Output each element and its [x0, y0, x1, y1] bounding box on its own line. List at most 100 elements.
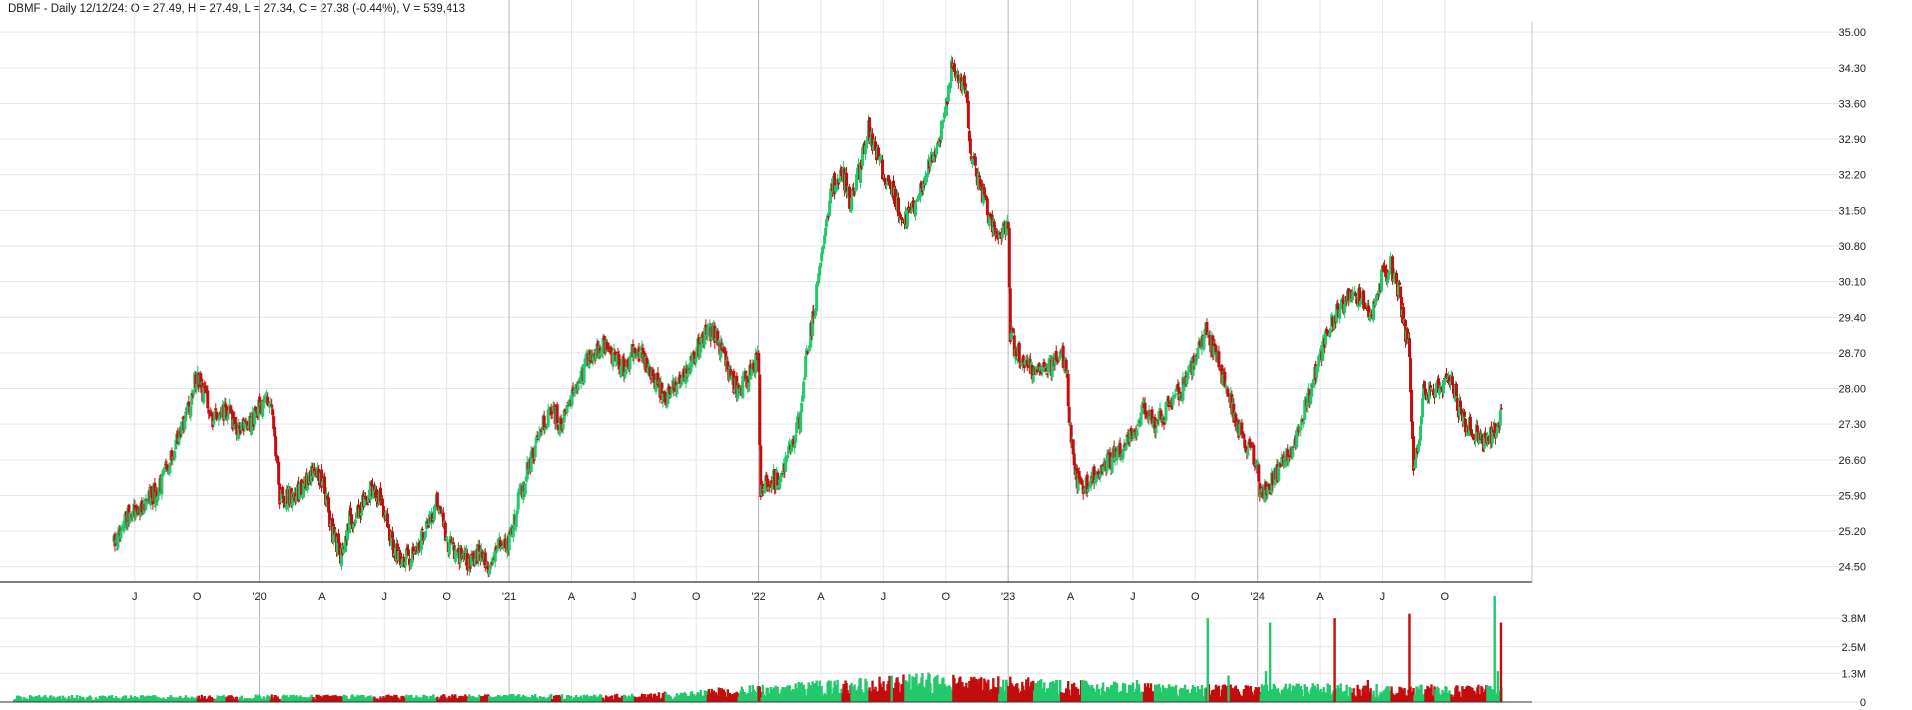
- candle-body: [529, 451, 533, 472]
- candle: [199, 371, 203, 393]
- candle: [1331, 315, 1335, 332]
- candle-body: [826, 214, 830, 222]
- candle-body: [1065, 370, 1069, 375]
- candle-body: [1081, 485, 1085, 494]
- candle-body: [422, 538, 426, 540]
- candle: [213, 410, 217, 423]
- candle: [443, 520, 447, 542]
- volume-bar: [115, 697, 119, 702]
- candle: [624, 368, 628, 377]
- candle: [611, 352, 615, 371]
- candle-body: [1391, 256, 1395, 282]
- candle-body: [946, 85, 950, 102]
- candle-body: [473, 558, 477, 566]
- candle: [1444, 367, 1448, 380]
- candle-body: [945, 100, 949, 105]
- candle-body: [426, 525, 430, 528]
- candle-body: [392, 553, 396, 557]
- candle-body: [859, 162, 863, 183]
- candle: [166, 464, 170, 475]
- candle-body: [1018, 365, 1022, 367]
- candle-body: [1347, 288, 1351, 301]
- candle-body: [865, 146, 869, 148]
- candle: [1499, 403, 1503, 410]
- candle-body: [281, 487, 285, 494]
- volume-bar: [231, 696, 234, 702]
- candle-body: [430, 514, 434, 523]
- candle-body: [1498, 410, 1502, 426]
- candle-body: [237, 422, 241, 439]
- candle-body: [915, 200, 919, 202]
- candle-body: [1392, 279, 1396, 281]
- candle-body: [403, 561, 407, 566]
- candle: [1085, 471, 1089, 498]
- candle: [1400, 293, 1404, 323]
- candle: [1374, 294, 1378, 308]
- candle-body: [1388, 270, 1392, 275]
- candle-body: [670, 388, 674, 394]
- candle: [812, 304, 816, 324]
- candle: [682, 365, 686, 380]
- candle-body: [407, 558, 411, 566]
- candle: [531, 447, 535, 464]
- candle: [363, 491, 367, 509]
- chart-title: DBMF - Daily 12/12/24: O = 27.49, H = 27…: [8, 3, 465, 15]
- candle-body: [1455, 398, 1459, 411]
- candle-body: [418, 549, 422, 551]
- volume-bar: [268, 697, 271, 702]
- candle-body: [661, 393, 665, 402]
- candle-body: [582, 363, 586, 383]
- candle-body: [612, 348, 616, 351]
- candle-body: [1370, 314, 1374, 317]
- candle: [973, 153, 977, 170]
- candle-body: [1163, 419, 1167, 422]
- candle: [215, 410, 219, 422]
- candle-body: [732, 370, 736, 393]
- candle-body: [214, 408, 218, 411]
- candle-body: [523, 484, 527, 495]
- candle-body: [638, 351, 642, 359]
- candle-body: [226, 416, 230, 420]
- candle-body: [268, 402, 272, 408]
- candle-body: [1457, 399, 1461, 416]
- candle-body: [1168, 403, 1172, 405]
- candle: [1437, 387, 1441, 400]
- candle-body: [899, 214, 903, 218]
- candle-body: [1186, 371, 1190, 380]
- candle-body: [1166, 398, 1170, 401]
- candle-body: [405, 546, 409, 551]
- candle-body: [584, 357, 588, 362]
- candle-body: [724, 351, 728, 367]
- volume-bar: [523, 696, 526, 702]
- candle: [1468, 413, 1472, 431]
- candle-body: [583, 359, 587, 367]
- candle-body: [212, 421, 216, 425]
- candle-body: [716, 330, 720, 346]
- candle-body: [639, 349, 643, 351]
- candle-body: [762, 488, 766, 491]
- candle: [708, 319, 712, 329]
- candle: [941, 119, 945, 129]
- volume-bar: [19, 696, 23, 702]
- candle-body: [1447, 376, 1451, 385]
- candle: [628, 353, 632, 376]
- candle-body: [386, 526, 390, 529]
- candle: [328, 509, 332, 531]
- candle-body: [1495, 426, 1499, 434]
- candle-body: [825, 219, 829, 227]
- candle-body: [263, 395, 267, 404]
- candle-body: [565, 404, 569, 413]
- candle-body: [807, 349, 811, 352]
- candle: [430, 512, 434, 523]
- candle-body: [992, 221, 996, 228]
- candle-body: [602, 336, 606, 340]
- candle-body: [1172, 397, 1176, 399]
- candle-body: [123, 514, 127, 529]
- candle-body: [1493, 423, 1497, 439]
- candle: [469, 550, 473, 569]
- candle: [963, 80, 967, 98]
- candle: [1271, 470, 1275, 491]
- candle: [532, 458, 536, 465]
- candle-body: [439, 511, 443, 514]
- candle-body: [223, 401, 227, 420]
